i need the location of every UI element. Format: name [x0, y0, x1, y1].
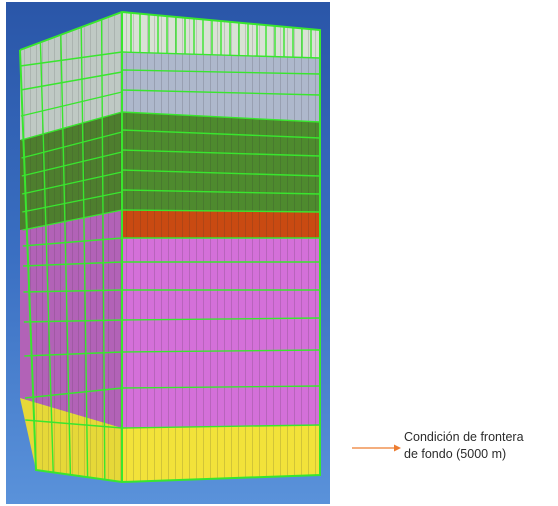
mesh-grid-line [21, 131, 123, 159]
mesh-grid-line [121, 169, 321, 177]
mesh-grid-line [121, 209, 321, 213]
boundary-condition-label: Condición de frontera de fondo (5000 m) [404, 429, 524, 463]
mesh-grid-line [23, 261, 123, 267]
mesh-block [19, 10, 321, 484]
mesh-grid-line [121, 149, 321, 157]
mesh-grid-line [121, 189, 321, 195]
mesh-grid-line [21, 151, 123, 177]
mesh-grid-line [20, 71, 123, 91]
arrow-right-icon [352, 444, 401, 452]
mesh-grid-line [21, 171, 123, 195]
mesh-grid-line [20, 51, 123, 67]
mesh-grid-line [121, 129, 321, 139]
mesh-grid-line [60, 34, 72, 475]
boundary-label-line2: de fondo (5000 m) [404, 447, 507, 461]
mesh-grid-line [121, 317, 321, 321]
boundary-label-line1: Condición de frontera [404, 430, 524, 444]
mesh-grid-line [25, 419, 123, 429]
mesh-grid-line [80, 27, 89, 478]
mesh-grid-line [121, 424, 321, 429]
mesh-grid-line [22, 209, 123, 231]
mesh-grid-line [121, 69, 321, 75]
mesh-grid-line [100, 19, 106, 480]
mesh-grid-line [121, 111, 321, 123]
mesh-grid-line [22, 191, 123, 213]
mesh-grid-line [24, 387, 123, 399]
mesh-grid-line [22, 237, 123, 247]
mesh-grid-line [20, 91, 123, 117]
mesh-grid-line [121, 349, 321, 353]
mesh-grid-line [23, 319, 123, 323]
mesh-grid-line [121, 89, 321, 96]
mesh-grid-line [23, 289, 123, 293]
mesh-grid-line [121, 385, 321, 389]
mesh-grid-line [39, 42, 54, 473]
mesh-grid-line [21, 111, 123, 141]
mesh-grid-line [24, 351, 123, 357]
